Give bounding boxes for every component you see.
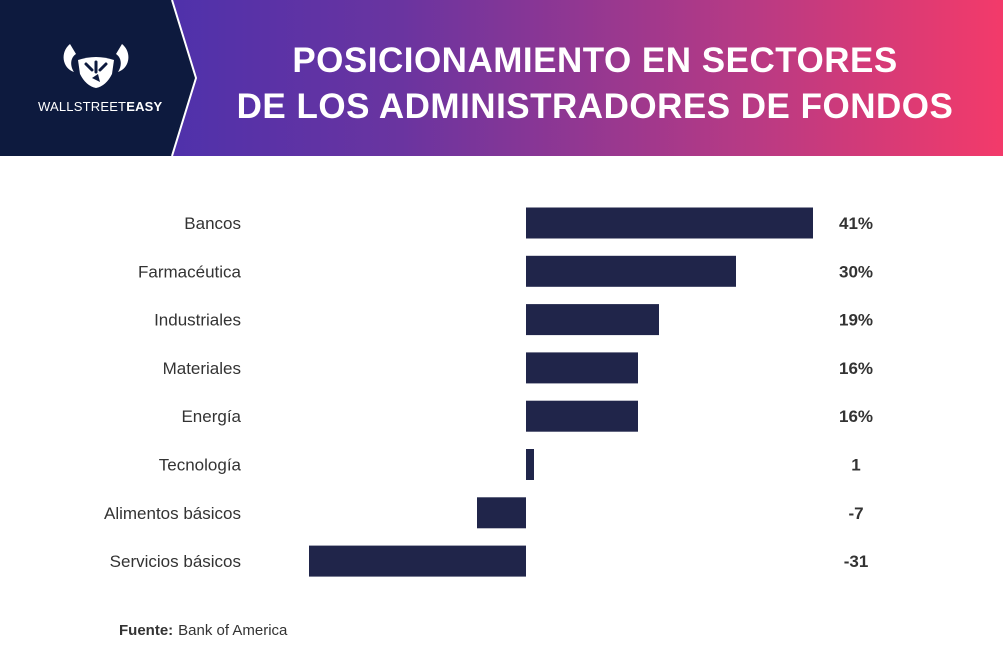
brand-name: WALLSTREETEASY <box>38 99 163 114</box>
source-text: Bank of America <box>178 622 288 639</box>
value-label: 1 <box>851 456 860 475</box>
bar <box>526 400 638 432</box>
category-label: Tecnología <box>159 456 242 475</box>
category-label: Industriales <box>154 311 241 330</box>
source-note: Fuente: Bank of America <box>119 622 287 639</box>
value-label: -31 <box>844 552 869 571</box>
value-label: 16% <box>839 359 873 378</box>
category-label: Bancos <box>184 214 241 233</box>
value-label: 19% <box>839 311 873 330</box>
chart-area: Bancos 41% Farmacéutica 30% Industriales 19% M… <box>0 180 1003 600</box>
bar <box>526 352 638 384</box>
bar <box>526 207 813 239</box>
value-label: 41% <box>839 214 873 233</box>
source-label: Fuente: <box>119 622 174 639</box>
value-label: 30% <box>839 262 873 281</box>
bar-chart: Bancos 41% Farmacéutica 30% Industriales 19% M… <box>104 207 873 577</box>
category-label: Materiales <box>163 359 241 378</box>
value-label: 16% <box>839 407 873 426</box>
category-label: Servicios básicos <box>110 552 241 571</box>
title-line-2: DE LOS ADMINISTRADORES DE FONDOS <box>236 87 954 126</box>
category-label: Alimentos básicos <box>104 504 241 523</box>
header-banner: WALLSTREETEASY POSICIONAMIENTO EN SECTOR… <box>0 0 1003 156</box>
bar <box>477 497 526 529</box>
logo-panel: WALLSTREETEASY <box>0 0 200 156</box>
bar <box>309 545 526 577</box>
title-line-1: POSICIONAMIENTO EN SECTORES <box>292 41 898 80</box>
page-title: POSICIONAMIENTO EN SECTORES DE LOS ADMIN… <box>200 38 990 130</box>
bar <box>526 255 736 287</box>
value-label: -7 <box>848 504 863 523</box>
category-label: Energía <box>181 407 241 426</box>
bar <box>526 449 534 480</box>
bull-logo-icon <box>63 44 129 88</box>
category-label: Farmacéutica <box>138 262 242 281</box>
bar <box>526 304 659 336</box>
